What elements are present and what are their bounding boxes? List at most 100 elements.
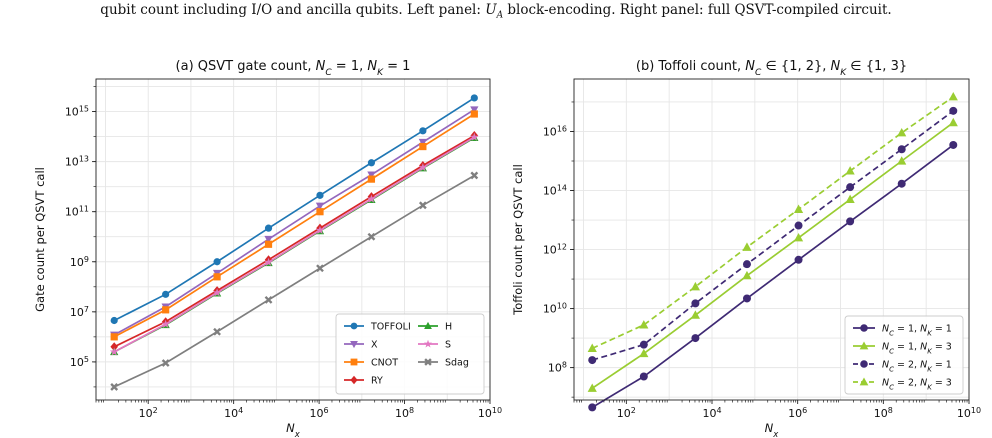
major-ticks: 102 104 106 108 1010 105 107 109 1011 1013 1015 bbox=[65, 104, 502, 420]
data-point bbox=[948, 91, 958, 101]
x-tick-label: 108 bbox=[874, 406, 893, 421]
chart-panel-a: 102 104 106 108 1010 105 107 109 1011 1013 1015 (a)… bbox=[33, 59, 502, 438]
legend-marker bbox=[350, 340, 358, 349]
legend-label: Sdag bbox=[445, 358, 469, 369]
data-point bbox=[419, 142, 427, 151]
legend-item: H bbox=[418, 322, 452, 333]
y-axis-label: Gate count per QSVT call bbox=[33, 167, 47, 312]
series-line bbox=[113, 113, 475, 338]
legend-label: CNOT bbox=[371, 358, 398, 369]
legend-marker bbox=[424, 321, 432, 330]
x-tick-label: 108 bbox=[395, 406, 414, 421]
series-line bbox=[113, 97, 475, 322]
legend-label: H bbox=[445, 322, 452, 333]
data-point bbox=[162, 290, 170, 298]
y-tick-label: 1011 bbox=[65, 204, 89, 219]
data-point bbox=[742, 270, 752, 280]
data-point bbox=[691, 334, 700, 343]
data-point bbox=[742, 242, 752, 251]
legend-box bbox=[335, 313, 485, 395]
series-line bbox=[113, 134, 475, 348]
series-1 bbox=[587, 117, 958, 392]
data-point bbox=[949, 140, 958, 149]
legend-item: NC = 2, NK = 3 bbox=[853, 377, 952, 392]
data-point bbox=[470, 94, 478, 102]
legend-item: TOFFOLI bbox=[344, 322, 411, 333]
legend-marker bbox=[860, 360, 868, 368]
data-point bbox=[639, 372, 648, 381]
legend-label: NC = 2, NK = 1 bbox=[882, 360, 952, 374]
legend-marker bbox=[424, 358, 432, 366]
legend-item: S bbox=[418, 340, 451, 351]
series-0 bbox=[110, 94, 478, 325]
y-tick-label: 1015 bbox=[65, 104, 89, 119]
x-tick-label: 102 bbox=[139, 406, 158, 421]
series-line bbox=[591, 144, 954, 409]
data-point bbox=[264, 235, 273, 244]
data-point bbox=[110, 316, 118, 325]
data-point bbox=[742, 260, 751, 269]
data-point bbox=[213, 273, 221, 281]
caption-text-before: qubit count including I/O and ancilla qu… bbox=[100, 2, 486, 18]
data-point bbox=[470, 106, 479, 114]
series-line bbox=[591, 96, 954, 350]
x-tick-label: 1010 bbox=[957, 406, 981, 421]
legend-label: NC = 1, NK = 1 bbox=[882, 324, 952, 338]
data-point bbox=[264, 257, 273, 266]
data-point bbox=[639, 348, 649, 358]
data-point bbox=[587, 343, 597, 352]
data-point bbox=[897, 156, 907, 165]
data-point bbox=[161, 319, 170, 328]
legend-label: RY bbox=[371, 376, 383, 387]
y-axis-label: Toffoli count per QSVT call bbox=[511, 164, 525, 316]
series-line bbox=[591, 121, 954, 389]
legend-label: X bbox=[371, 340, 378, 351]
legend-label: NC = 2, NK = 3 bbox=[882, 378, 952, 392]
major-ticks: 102 104 106 108 1010 108 1010 1012 1014 1016 bbox=[543, 124, 981, 420]
data-point bbox=[588, 356, 597, 365]
data-point bbox=[470, 171, 479, 180]
legend-marker bbox=[350, 358, 358, 366]
chart-title: (b) Toffoli count, NC ∈ {1, 2}, NK ∈ {1,… bbox=[636, 59, 907, 78]
data-point bbox=[264, 295, 273, 304]
legend-label: S bbox=[445, 340, 451, 351]
x-tick-label: 106 bbox=[788, 406, 807, 421]
data-point bbox=[846, 217, 855, 226]
legend-marker bbox=[859, 377, 869, 386]
caption-math-sub: A bbox=[496, 10, 504, 21]
data-point bbox=[264, 224, 273, 232]
data-point bbox=[264, 240, 273, 248]
legend-label: TOFFOLI bbox=[370, 322, 411, 333]
data-point bbox=[110, 333, 118, 341]
y-tick-label: 108 bbox=[548, 360, 567, 375]
grid bbox=[574, 79, 970, 400]
plot-frame bbox=[95, 78, 491, 401]
series-2 bbox=[110, 110, 478, 341]
data-point bbox=[897, 179, 906, 188]
y-tick-label: 1012 bbox=[543, 242, 567, 257]
data-point bbox=[846, 183, 855, 192]
data-point bbox=[316, 208, 324, 216]
data-point bbox=[419, 127, 427, 135]
data-point bbox=[845, 166, 855, 175]
data-point bbox=[690, 310, 700, 319]
series-line bbox=[113, 108, 475, 336]
data-point bbox=[418, 163, 428, 172]
data-point bbox=[794, 221, 803, 230]
data-point bbox=[213, 327, 221, 336]
y-tick-label: 107 bbox=[70, 304, 89, 319]
x-tick-label: 104 bbox=[702, 406, 721, 421]
chart-title: (a) QSVT gate count, NC = 1, NK = 1 bbox=[176, 59, 411, 78]
data-point bbox=[639, 340, 648, 349]
legend: NC = 1, NK = 1 NC = 1, NK = 3 NC = 2, NK =… bbox=[844, 315, 964, 395]
data-point bbox=[690, 281, 700, 291]
data-point bbox=[418, 138, 428, 147]
legend: TOFFOLI X CNOT RY HS Sdag bbox=[335, 313, 485, 395]
data-point bbox=[162, 306, 170, 314]
data-point bbox=[367, 194, 376, 203]
data-point bbox=[588, 403, 597, 412]
y-tick-label: 1010 bbox=[543, 301, 567, 316]
data-point bbox=[110, 383, 119, 391]
data-point bbox=[315, 225, 325, 234]
